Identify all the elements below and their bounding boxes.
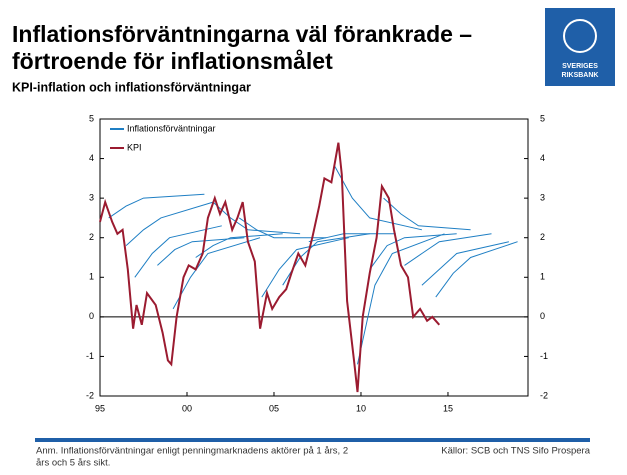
source: Källor: SCB och TNS Sifo Prospera [441,446,590,457]
y-tick-label: 5 [89,113,94,123]
x-tick-label: 15 [443,403,453,413]
legend-label: Inflationsförväntningar [127,123,216,133]
y2-tick-label: 4 [540,153,545,163]
series-line [404,233,492,266]
legend-label: KPI [127,142,142,152]
series-line [172,237,261,310]
y-tick-label: -2 [86,390,94,400]
y2-tick-label: 2 [540,232,545,242]
chart-title: Inflationsförväntningarna väl förankrade… [12,21,472,47]
series-line [357,233,445,365]
series-line [308,233,396,243]
logo-text: SVERIGES RIKSBANK [561,63,599,79]
series-line [99,142,441,393]
x-tick-label: 05 [269,403,279,413]
y-tick-label: -1 [86,351,94,361]
y2-tick-label: 1 [540,272,545,282]
y-tick-label: 4 [89,153,94,163]
y2-tick-label: 3 [540,193,545,203]
note: Anm. Inflationsförväntningar enligt penn… [36,446,348,457]
logo-emblem [563,19,597,53]
chart-subtitle: KPI-inflation och inflationsförväntninga… [12,80,251,94]
y-tick-label: 3 [89,193,94,203]
series-line [435,241,518,298]
series-line [238,217,327,239]
series-line [157,237,245,266]
x-tick-label: 10 [356,403,366,413]
x-tick-label: 00 [182,403,192,413]
x-tick-label: 95 [95,403,105,413]
y2-tick-label: 5 [540,113,545,123]
series-line [108,193,205,219]
series-line [134,225,222,278]
logo-text-box: SVERIGES RIKSBANK [561,63,599,79]
series-line [421,241,510,286]
footer-rule [35,438,590,442]
series-line [383,197,471,231]
y-tick-label: 2 [89,232,94,242]
series-line [195,233,283,258]
series-line [369,233,457,270]
y-tick-label: 1 [89,272,94,282]
y2-tick-label: 0 [540,311,545,321]
y2-tick-label: -1 [540,351,548,361]
series-line [125,201,214,246]
series-line [334,166,423,231]
plot-frame [99,118,529,397]
y2-tick-label: -2 [540,390,548,400]
series-line [261,237,349,298]
chart-title: förtroende för inflationsmålet [12,48,333,74]
y-tick-label: 0 [89,311,94,321]
note: års och 5 års sikt. [36,458,110,469]
